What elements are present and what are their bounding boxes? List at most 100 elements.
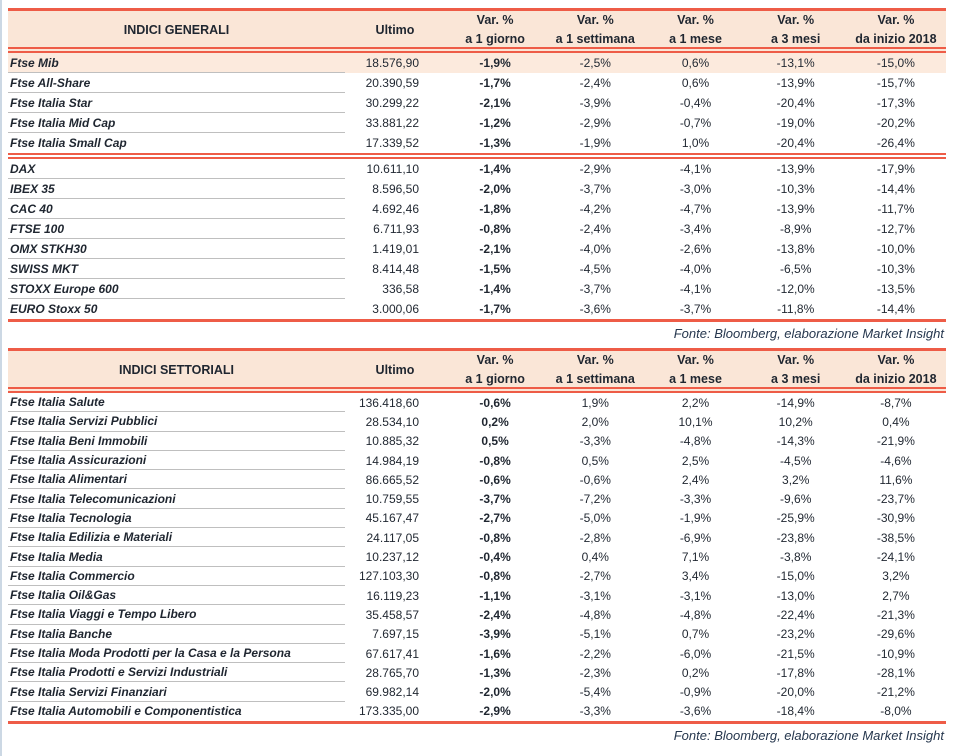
var-percent-value: 2,2% [681, 395, 710, 410]
ultimo-value: 14.984,19 [365, 453, 419, 468]
column-header: Var. % da inizio 2018 [846, 351, 946, 389]
column-header-line1: Var. % [777, 353, 815, 367]
table-row: Ftse Italia Beni Immobili 10.885,32 0,5% -3… [8, 432, 946, 451]
table-row: Ftse Italia Servizi Pubblici 28.534,10 0,2… [8, 412, 946, 432]
var-percent-value: -4,7% [679, 202, 712, 216]
var-percent-value: -7,2% [579, 492, 611, 507]
index-name: Ftse Italia Viaggi e Tempo Libero [8, 605, 345, 625]
var-percent-value: -23,7% [876, 492, 915, 507]
var-percent-value: -1,2% [479, 116, 511, 130]
var-percent-value: -1,9% [579, 136, 611, 150]
ultimo-value: 10.759,55 [365, 492, 419, 507]
column-header: Var. % a 3 mesi [746, 351, 846, 389]
var-percent-value: 0,4% [882, 414, 910, 429]
var-percent-value: 3,4% [681, 569, 710, 584]
var-percent-value: -4,8% [679, 434, 712, 449]
var-percent-value: -4,1% [679, 282, 712, 296]
table-row: Ftse Italia Banche 7.697,15 -3,9% -5,1% 0,7%… [8, 625, 946, 644]
ultimo-value: 4.692,46 [372, 202, 419, 216]
var-percent-value: -28,1% [876, 665, 915, 680]
table-title: INDICI GENERALI [123, 22, 230, 37]
var-percent-value: -13,8% [776, 242, 815, 256]
index-name: DAX [8, 159, 345, 179]
var-percent-value: -3,6% [579, 302, 611, 316]
var-percent-value: -20,2% [876, 116, 915, 130]
var-percent-value: -21,2% [876, 685, 915, 700]
var-percent-value: -15,0% [776, 569, 815, 584]
ultimo-value: 10.885,32 [365, 434, 419, 449]
table-row: EURO Stoxx 50 3.000,06 -1,7% -3,6% -3,7% -11,… [8, 299, 946, 319]
var-percent-value: -2,7% [479, 511, 511, 526]
var-percent-value: -6,0% [679, 646, 712, 661]
ultimo-value: 67.617,41 [365, 646, 419, 661]
var-percent-value: 2,0% [581, 414, 609, 429]
table-row: IBEX 35 8.596,50 -2,0% -3,7% -3,0% -10,3% -14,… [8, 179, 946, 199]
var-percent-value: -0,9% [679, 685, 712, 700]
var-percent-value: -20,4% [776, 136, 815, 150]
var-percent-value: -19,0% [776, 116, 815, 130]
column-header: Var. % a 1 mese [645, 351, 745, 389]
ultimo-value: 8.414,48 [372, 262, 419, 276]
var-percent-value: 0,6% [681, 76, 710, 90]
source-note: Fonte: Bloomberg, elaborazione Market In… [673, 728, 944, 744]
table-row: Ftse Italia Alimentari 86.665,52 -0,6% -0,6… [8, 470, 946, 490]
index-name: EURO Stoxx 50 [10, 302, 98, 316]
table-row: Ftse Mib 18.576,90 -1,9% -2,5% 0,6% -13,1% -15… [8, 53, 946, 73]
table-row: Ftse Italia Automobili e Componentistica… [8, 702, 946, 721]
var-percent-value: -13,9% [776, 202, 815, 216]
var-percent-value: -3,9% [479, 627, 511, 642]
index-name: Ftse Italia Edilizia e Materiali [8, 528, 345, 548]
ultimo-value: 28.534,10 [365, 414, 419, 429]
row-group: Ftse Mib 18.576,90 -1,9% -2,5% 0,6% -13,1% -15… [8, 53, 946, 159]
ultimo-value: 3.000,06 [372, 302, 419, 316]
var-percent-value: 2,4% [681, 472, 710, 487]
table-row: Ftse Italia Telecomunicazioni 10.759,55 -3… [8, 489, 946, 509]
var-percent-value: -3,7% [579, 182, 611, 196]
var-percent-value: -2,9% [579, 116, 611, 130]
column-header: Var. % a 1 giorno [445, 11, 545, 49]
var-percent-value: -0,8% [479, 222, 511, 236]
index-name: Ftse Italia Tecnologia [8, 509, 345, 529]
var-percent-value: -0,8% [479, 530, 511, 545]
var-percent-value: -2,6% [679, 242, 712, 256]
var-percent-value: -38,5% [876, 530, 915, 545]
index-name: OMX STKH30 [8, 239, 345, 259]
ultimo-value: 1.419,01 [372, 242, 419, 256]
ultimo-value: 7.697,15 [372, 627, 419, 642]
var-percent-value: -13,5% [876, 282, 915, 296]
var-percent-value: -26,4% [876, 136, 915, 150]
var-percent-value: 0,4% [581, 550, 609, 565]
var-percent-value: -1,9% [479, 56, 511, 70]
var-percent-value: -29,6% [876, 627, 915, 642]
var-percent-value: -14,9% [776, 395, 815, 410]
ultimo-value: 33.881,22 [365, 116, 419, 130]
table-row: Ftse Italia Prodotti e Servizi Industria… [8, 663, 946, 683]
column-header-line2: a 1 mese [669, 372, 722, 386]
var-percent-value: -1,7% [479, 76, 511, 90]
var-percent-value: -0,6% [479, 395, 511, 410]
var-percent-value: -18,4% [776, 704, 815, 719]
var-percent-value: -12,0% [776, 282, 815, 296]
var-percent-value: -4,5% [780, 453, 812, 468]
table-title: INDICI SETTORIALI [118, 362, 235, 377]
var-percent-value: -4,0% [579, 242, 611, 256]
column-header-line1: Var. % [777, 13, 815, 27]
ultimo-value: 24.117,05 [366, 530, 420, 545]
column-header-line2: a 1 giorno [465, 32, 525, 46]
ultimo-value: 136.418,60 [358, 395, 419, 410]
var-percent-value: 3,2% [782, 472, 810, 487]
var-percent-value: -3,1% [579, 588, 611, 603]
ultimo-value: 28.765,70 [365, 665, 419, 680]
var-percent-value: -4,0% [679, 262, 712, 276]
column-header-line1: Var. % [877, 353, 915, 367]
source-note: Fonte: Bloomberg, elaborazione Market In… [673, 326, 944, 341]
var-percent-value: 11,6% [879, 472, 913, 487]
var-percent-value: -0,6% [579, 472, 611, 487]
column-header-line2: da inizio 2018 [855, 372, 937, 386]
column-header-line1: Var. % [677, 353, 714, 367]
column-header-line2: a 3 mesi [771, 372, 821, 386]
var-percent-value: -2,1% [479, 96, 511, 110]
var-percent-value: -8,9% [780, 222, 812, 236]
ultimo-value: 6.711,93 [373, 222, 419, 236]
